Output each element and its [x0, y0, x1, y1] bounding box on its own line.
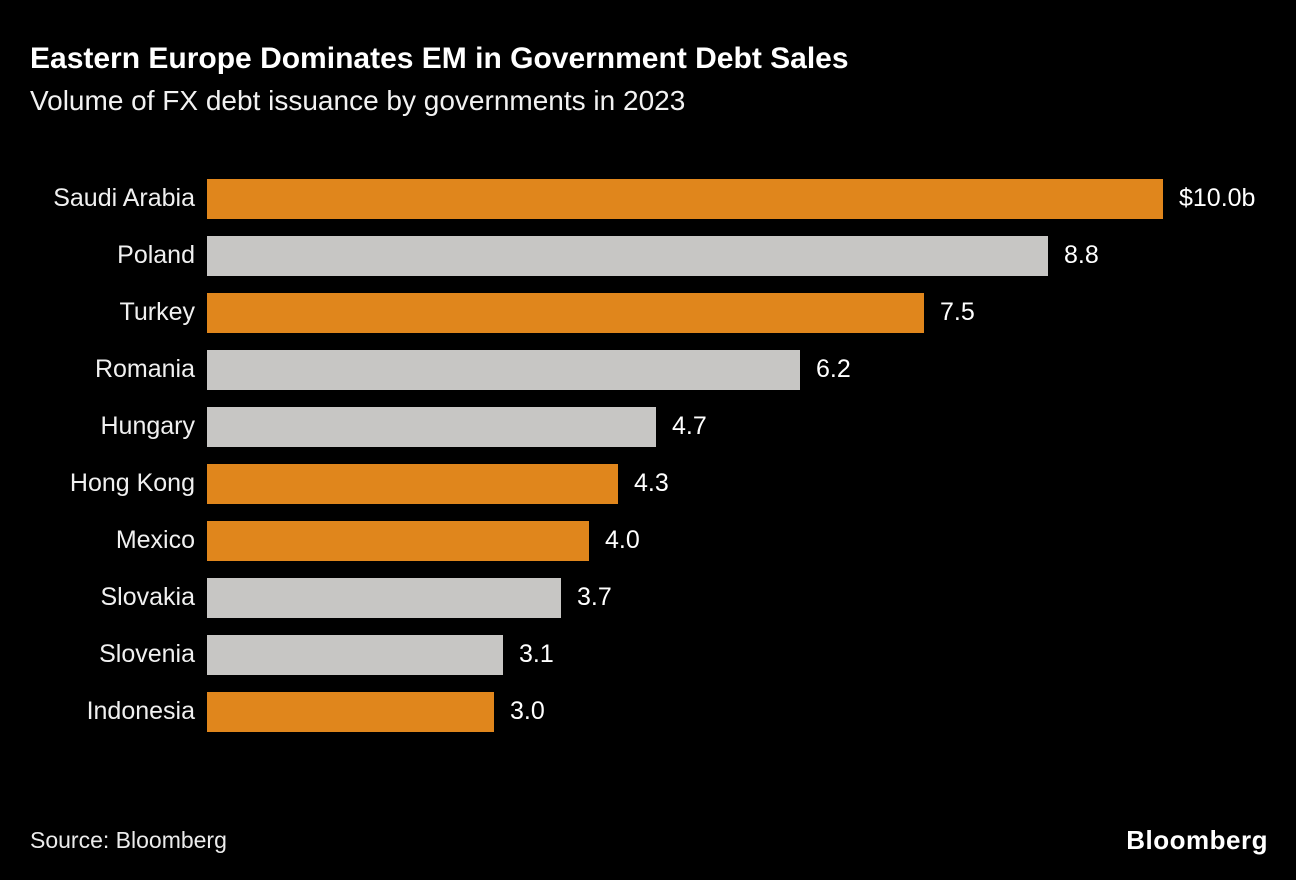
bar [207, 235, 1048, 276]
bar-row: Saudi Arabia $10.0b [30, 170, 1276, 227]
bar-row: Slovakia 3.7 [30, 569, 1276, 626]
bar [207, 406, 656, 447]
bar [207, 577, 561, 618]
bar-row: Poland 8.8 [30, 227, 1276, 284]
value-label: 4.7 [672, 412, 707, 440]
category-label: Hong Kong [69, 469, 195, 497]
bar-row: Slovenia 3.1 [30, 626, 1276, 683]
category-label: Indonesia [86, 697, 195, 725]
value-label: 8.8 [1064, 241, 1099, 269]
bar-row: Turkey 7.5 [30, 284, 1276, 341]
bar [207, 520, 589, 561]
bar-row: Hong Kong 4.3 [30, 455, 1276, 512]
source-note: Source: Bloomberg [30, 827, 227, 853]
bar [207, 178, 1163, 219]
category-label: Romania [94, 355, 195, 383]
bar [207, 463, 618, 504]
value-label: 7.5 [940, 298, 975, 326]
bar-chart: Saudi Arabia $10.0b Poland 8.8 Turkey 7.5 Roma… [30, 170, 1276, 740]
bar [207, 292, 924, 333]
category-label: Turkey [119, 298, 195, 326]
bar [207, 349, 800, 390]
value-label: $10.0b [1179, 184, 1256, 212]
bar [207, 634, 503, 675]
chart-title: Eastern Europe Dominates EM in Governmen… [30, 42, 849, 75]
chart-header: Eastern Europe Dominates EM in Governmen… [30, 42, 1266, 117]
bar-row: Romania 6.2 [30, 341, 1276, 398]
bloomberg-logo: Bloomberg [1126, 825, 1268, 855]
category-label: Mexico [115, 526, 195, 554]
value-label: 4.0 [605, 526, 640, 554]
category-label: Slovakia [100, 583, 196, 611]
value-label: 3.0 [510, 697, 545, 725]
value-label: 3.7 [577, 583, 612, 611]
category-label: Saudi Arabia [53, 184, 195, 212]
bar-row: Indonesia 3.0 [30, 683, 1276, 740]
bar-row: Hungary 4.7 [30, 398, 1276, 455]
category-label: Slovenia [99, 640, 195, 668]
category-label: Poland [117, 241, 195, 269]
value-label: 3.1 [519, 640, 554, 668]
category-label: Hungary [100, 412, 196, 440]
bar-row: Mexico 4.0 [30, 512, 1276, 569]
bar [207, 691, 494, 732]
chart-subtitle: Volume of FX debt issuance by government… [30, 84, 686, 116]
value-label: 6.2 [816, 355, 851, 383]
value-label: 4.3 [634, 469, 669, 497]
